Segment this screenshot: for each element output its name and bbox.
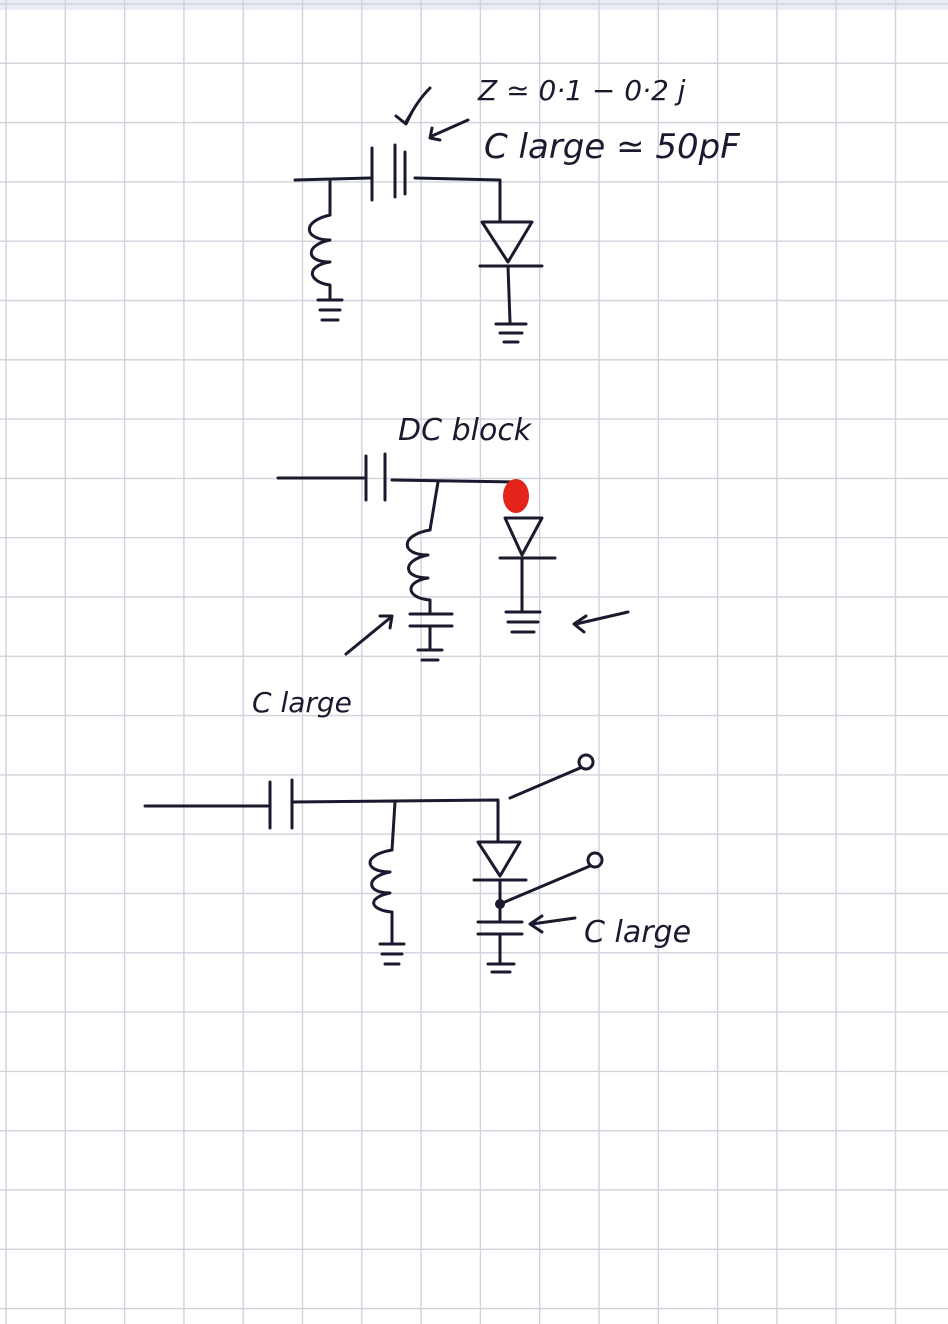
circuit-1: Z ≃ 0·1 − 0·2 j C large ≃ 50pF	[293, 74, 740, 344]
shunt-capacitor-2	[408, 612, 454, 650]
diode-1	[478, 220, 544, 324]
arrow-to-ground-2	[572, 610, 630, 634]
arrow-to-capacitor-2b	[344, 614, 394, 656]
arrow-to-capacitor-3	[528, 914, 577, 934]
ground-symbol-1b	[494, 322, 528, 344]
ground-symbol-3b	[486, 962, 516, 974]
dc-block-capacitor	[364, 452, 387, 502]
circuit-1-wires	[293, 176, 502, 224]
switch-arm-bottom	[498, 864, 592, 906]
series-capacitor-1	[370, 143, 407, 202]
c-large-annotation-1: C large ≃ 50pF	[484, 127, 740, 167]
switch-contact-bottom	[586, 851, 604, 869]
circuit-3: C large	[143, 753, 691, 974]
bypass-capacitor-3	[476, 920, 524, 964]
red-pointer-dot	[503, 479, 529, 513]
arrow-to-capacitor-1	[394, 86, 432, 126]
series-capacitor-3	[268, 778, 294, 830]
c-large-annotation-2: C large	[252, 686, 352, 719]
shunt-inductor-3	[368, 848, 394, 944]
ground-symbol-1a	[316, 298, 344, 322]
c-large-annotation-3: C large	[584, 915, 691, 950]
shunt-inductor-1	[307, 213, 332, 302]
arrow-to-capacitor-2	[428, 118, 470, 142]
diode-2	[498, 516, 557, 612]
top-toolbar-strip	[0, 0, 948, 10]
ground-symbol-2a	[416, 648, 444, 662]
switch-contact-top	[577, 753, 595, 771]
switch-arm-top	[508, 766, 582, 800]
circuit-2-wires	[276, 476, 517, 532]
impedance-annotation: Z ≃ 0·1 − 0·2 j	[477, 74, 686, 107]
ground-symbol-3a	[378, 942, 406, 966]
circuit-3-wires	[143, 798, 500, 852]
shunt-inductor-2	[405, 528, 432, 614]
dc-block-label: DC block	[398, 413, 533, 448]
ground-symbol-2b	[504, 610, 542, 634]
circuit-2: DC block C large	[252, 413, 630, 719]
